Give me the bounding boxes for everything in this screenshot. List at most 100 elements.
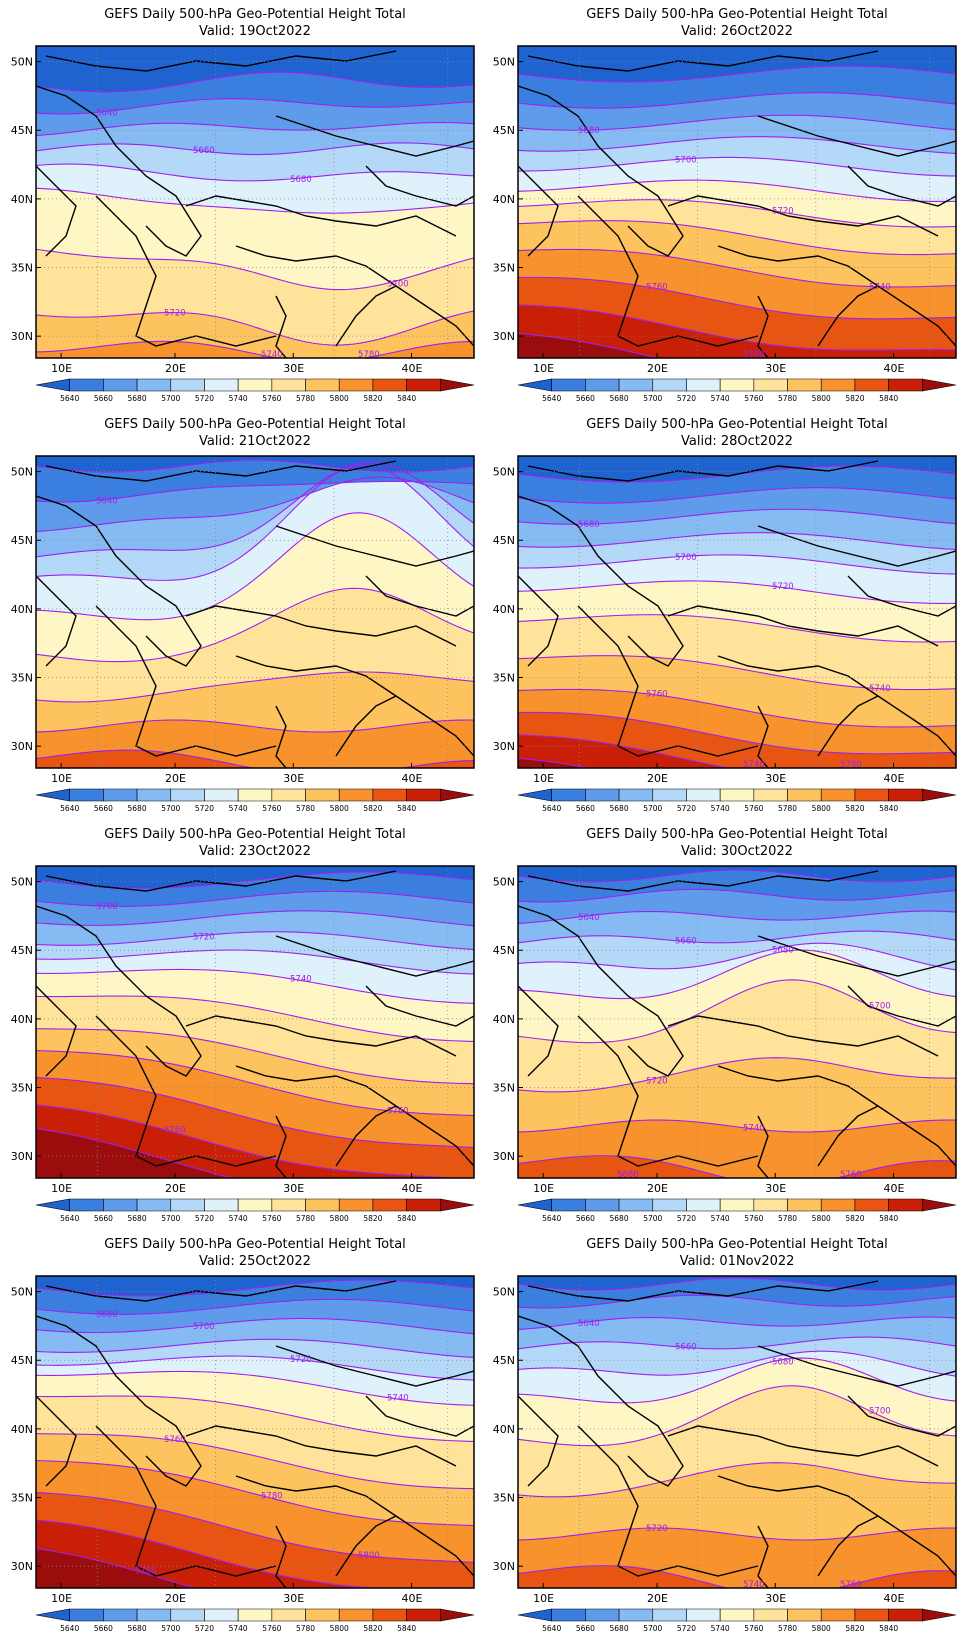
contour-label: 5700	[675, 156, 697, 166]
contour-label: 5640	[578, 913, 600, 923]
colorbar-label: 5680	[128, 1214, 147, 1223]
map-panel: GEFS Daily 500-hPa Geo-Potential Height …	[11, 7, 475, 403]
colorbar-label: 5720	[195, 394, 214, 403]
coastline	[518, 495, 684, 667]
lon-tick-label: 30E	[283, 1592, 304, 1605]
colorbar-swatch	[618, 1198, 654, 1212]
coastline	[527, 460, 879, 482]
colorbar-swatch	[372, 788, 407, 802]
coastline	[275, 705, 287, 768]
colorbar-swatch	[170, 1608, 205, 1622]
coastline	[757, 1115, 769, 1178]
lon-tick-label: 20E	[165, 1182, 186, 1195]
colorbar-swatch	[820, 1198, 856, 1212]
contour-line	[36, 968, 474, 1004]
contour-label: 5660	[193, 146, 215, 156]
contour-line	[518, 156, 956, 177]
colorbar-label: 5720	[677, 1214, 696, 1223]
contour-label: 5640	[578, 1319, 600, 1329]
contour-label: 5700	[869, 1001, 891, 1011]
contour-line	[518, 1336, 956, 1350]
colorbar-swatch	[170, 378, 205, 392]
colorbar-swatch	[585, 378, 620, 392]
lat-tick-label: 40N	[11, 1013, 33, 1026]
coastline	[365, 1395, 474, 1437]
contour-label: 5680	[772, 1358, 794, 1368]
colorbar-label: 5840	[879, 1624, 898, 1633]
lat-tick-label: 30N	[11, 740, 33, 753]
contour-line	[518, 711, 956, 755]
contour-label: 5680	[578, 126, 600, 136]
coastline	[235, 655, 474, 757]
map-frame	[35, 45, 475, 359]
contour-line	[518, 1385, 956, 1447]
colorbar-swatch	[820, 1608, 856, 1622]
lat-tick-label: 45N	[11, 944, 33, 957]
colorbar-label: 5740	[711, 394, 730, 403]
colorbar-label: 5740	[711, 804, 730, 813]
colorbar-swatch	[440, 1608, 475, 1622]
colorbar-swatch	[103, 1608, 138, 1622]
contour-line	[36, 995, 474, 1042]
coastline	[847, 165, 956, 207]
contour-line	[36, 512, 474, 621]
contour-line	[36, 1049, 474, 1117]
colorbar-swatch	[271, 788, 306, 802]
contour-line	[36, 142, 474, 156]
lat-tick-label: 30N	[11, 1150, 33, 1163]
lat-tick-label: 40N	[11, 193, 33, 206]
colorbar-label: 5740	[711, 1624, 730, 1633]
contour-label: 5740	[261, 350, 283, 360]
contour-line	[36, 187, 474, 214]
panel-title: GEFS Daily 500-hPa Geo-Potential Height …	[586, 417, 888, 432]
map-field: 5640 5660 5680 5700 5720 5740 5760 5680 5700	[518, 866, 956, 1178]
colorbar-swatch	[372, 1198, 407, 1212]
colorbar-label: 5800	[812, 804, 831, 813]
lat-tick-label: 40N	[493, 1423, 515, 1436]
contour-line	[36, 464, 474, 581]
panel-valid-date: Valid: 23Oct2022	[199, 844, 311, 859]
coastline	[817, 1105, 879, 1167]
colorbar-swatch	[618, 1608, 654, 1622]
colorbar-swatch	[170, 788, 205, 802]
lon-tick-label: 20E	[647, 362, 668, 375]
contour-label: 5760	[164, 1125, 186, 1135]
colorbar-label: 5780	[778, 804, 797, 813]
lat-tick-label: 50N	[493, 56, 515, 69]
lon-tick-label: 20E	[165, 1592, 186, 1605]
coastline	[185, 1015, 457, 1057]
lon-tick-label: 10E	[51, 362, 72, 375]
contour-line	[36, 1395, 474, 1442]
colorbar-label: 5680	[610, 1624, 629, 1633]
colorbar-label: 5760	[262, 1214, 281, 1223]
contour-label: 5780	[358, 350, 380, 360]
colorbar-label: 5720	[677, 804, 696, 813]
colorbar-swatch	[719, 788, 755, 802]
lon-tick-label: 10E	[51, 772, 72, 785]
colorbar-swatch	[922, 1198, 957, 1212]
contour-label: 5700	[617, 0, 639, 3]
contour-line	[36, 1104, 458, 1178]
coastline	[757, 935, 956, 977]
colorbar-swatch	[719, 378, 755, 392]
lon-tick-label: 40E	[402, 1592, 423, 1605]
colorbar-label: 5820	[845, 394, 864, 403]
colorbar-swatch	[719, 1608, 755, 1622]
colorbar-swatch	[338, 1198, 374, 1212]
contour-line	[518, 199, 956, 228]
lon-tick-label: 30E	[765, 1592, 786, 1605]
contour-line	[518, 508, 956, 525]
map-frame	[517, 455, 957, 769]
contour-label: 5720	[772, 582, 794, 592]
lon-tick-label: 20E	[165, 362, 186, 375]
colorbar-label: 5740	[229, 394, 248, 403]
coastline	[275, 1345, 474, 1387]
colorbar-swatch	[69, 378, 104, 392]
colorbar-label: 5840	[397, 1214, 416, 1223]
contour-line	[36, 1547, 197, 1588]
colorbar-swatch	[237, 1608, 273, 1622]
lon-tick-label: 10E	[533, 772, 554, 785]
colorbar-swatch	[170, 1198, 205, 1212]
panel-valid-date: Valid: 25Oct2022	[199, 1254, 311, 1269]
colorbar-swatch	[136, 1608, 172, 1622]
